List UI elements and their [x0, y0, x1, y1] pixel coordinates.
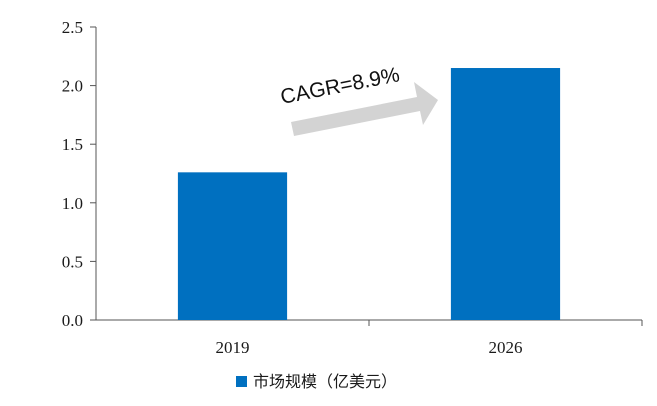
cagr-annotation: CAGR=8.9% [279, 63, 438, 136]
y-tick-label: 0.5 [62, 252, 83, 271]
x-tick-label: 2026 [489, 338, 523, 357]
bars [177, 68, 561, 321]
bar-2019 [177, 172, 288, 320]
cagr-label: CAGR=8.9% [279, 63, 402, 109]
cagr-arrow [291, 82, 438, 136]
x-tick-label: 2019 [216, 338, 250, 357]
legend-label: 市场规模（亿美元） [253, 372, 397, 391]
y-tick-label: 0.0 [62, 311, 83, 330]
y-tick-label: 2.0 [62, 77, 83, 96]
legend-swatch [236, 376, 247, 387]
y-tick-labels: 0.0 0.5 1.0 1.5 2.0 2.5 [62, 18, 83, 330]
x-tick-labels: 2019 2026 [216, 338, 523, 357]
y-tick-label: 1.5 [62, 135, 83, 154]
bar-2026 [450, 68, 561, 321]
legend: 市场规模（亿美元） [236, 372, 397, 391]
y-tick-label: 2.5 [62, 18, 83, 37]
y-tick-label: 1.0 [62, 194, 83, 213]
